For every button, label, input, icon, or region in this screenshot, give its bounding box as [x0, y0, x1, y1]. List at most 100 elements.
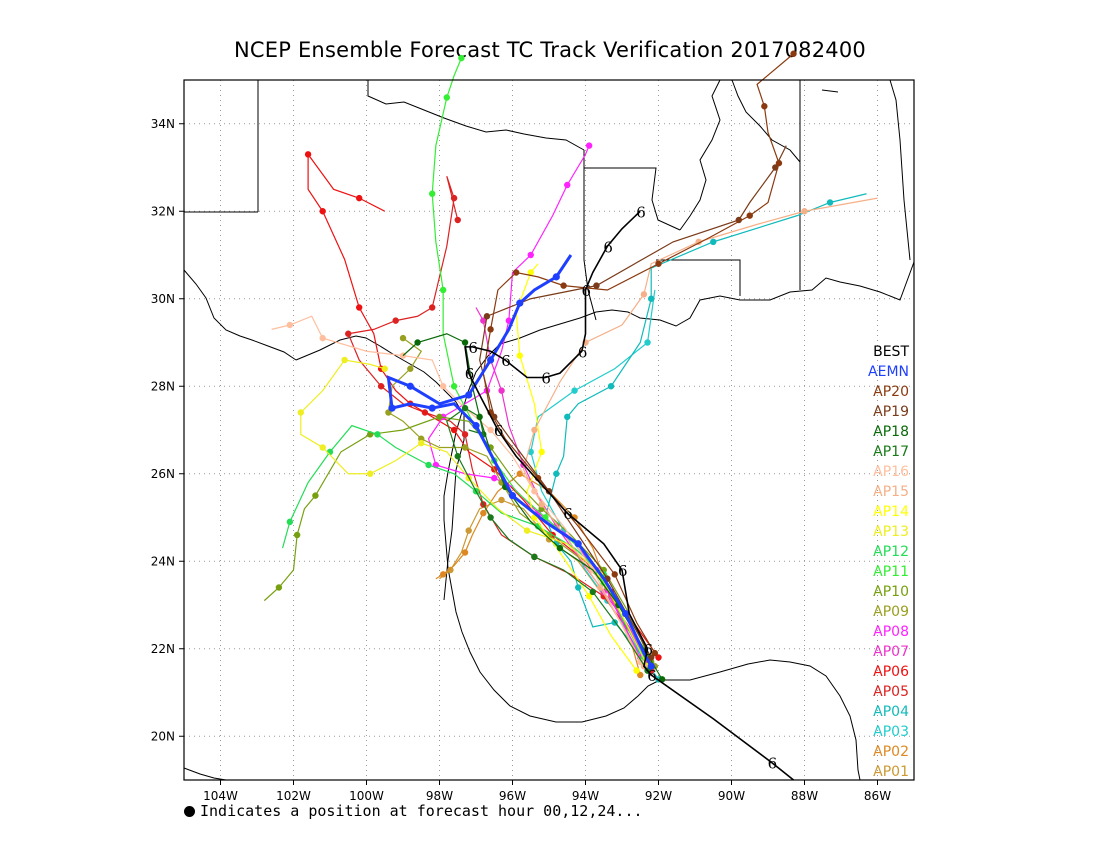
- forecast-point: [826, 199, 834, 206]
- forecast-point: [454, 453, 461, 460]
- hurricane-symbol-icon: 6: [768, 755, 778, 773]
- legend-entry-ap05: AP05: [873, 684, 909, 700]
- forecast-point: [312, 492, 319, 499]
- forecast-point: [775, 159, 783, 167]
- forecast-point: [553, 470, 560, 477]
- forecast-point: [461, 444, 469, 451]
- forecast-point: [450, 383, 458, 390]
- track-line: [464, 210, 795, 781]
- hurricane-symbol-icon: 6: [647, 667, 657, 685]
- track-ap04[interactable]: [544, 193, 867, 683]
- forecast-point: [531, 553, 538, 561]
- forecast-point: [458, 54, 465, 62]
- legend-entry-ap14: AP14: [873, 504, 909, 520]
- legend-entry-ap20: AP20: [873, 384, 909, 400]
- forecast-point: [425, 461, 432, 469]
- track-ap19[interactable]: [479, 145, 787, 661]
- forecast-point: [571, 387, 578, 394]
- forecast-point: [648, 295, 655, 302]
- border-la-south: [656, 259, 741, 296]
- hurricane-symbol-icon: 6: [468, 339, 478, 357]
- forecast-point: [392, 317, 399, 324]
- forecast-point: [436, 413, 443, 421]
- lake-shore: [821, 89, 839, 93]
- forecast-point: [286, 321, 294, 329]
- forecast-point: [439, 571, 447, 578]
- map-frame: [183, 79, 915, 781]
- forecast-point: [710, 238, 717, 246]
- forecast-point: [319, 208, 326, 215]
- forecast-point: [429, 304, 436, 311]
- forecast-point: [461, 549, 469, 556]
- forecast-point: [512, 269, 520, 276]
- border-la-ms: [679, 79, 721, 231]
- forecast-point: [418, 439, 425, 447]
- forecast-point: [637, 671, 644, 679]
- coastline-yucatan: [660, 659, 861, 781]
- forecast-point: [480, 509, 487, 517]
- forecast-point: [487, 426, 494, 434]
- y-tick-label: 22N: [151, 642, 175, 656]
- legend-entry-ap15: AP15: [873, 484, 909, 500]
- forecast-point: [637, 658, 644, 666]
- forecast-point: [487, 356, 495, 364]
- legend-entry-ap11: AP11: [873, 564, 909, 580]
- forecast-point: [498, 387, 505, 394]
- forecast-point: [450, 426, 458, 434]
- forecast-point: [465, 391, 473, 399]
- track-aemn[interactable]: [386, 254, 655, 670]
- x-tick-label: 102W: [276, 789, 311, 803]
- forecast-point: [508, 492, 517, 500]
- track-ap10[interactable]: [263, 413, 655, 666]
- hurricane-symbol-icon: 6: [494, 422, 504, 440]
- forecast-point: [647, 662, 655, 670]
- border-oklahoma: [367, 80, 585, 151]
- footnote: Indicates a position at forecast hour 00…: [184, 802, 643, 820]
- legend-entry-ap10: AP10: [873, 584, 909, 600]
- forecast-point: [552, 273, 560, 281]
- forecast-point: [293, 531, 301, 539]
- forecast-point: [735, 216, 742, 224]
- footnote-text: Indicates a position at forecast hour 00…: [200, 802, 643, 820]
- track-ap15[interactable]: [522, 197, 878, 670]
- forecast-point: [491, 474, 498, 482]
- track-ap03[interactable]: [527, 289, 656, 674]
- forecast-point: [527, 251, 534, 259]
- border-us-mexico: [295, 335, 463, 413]
- axes: 104W 102W 100W 98W 96W 94W 92W 90W 88W 86W 20N 22N 2…: [151, 79, 915, 803]
- forecast-point: [454, 216, 461, 224]
- legend-entry-ap02: AP02: [873, 744, 909, 760]
- coastline-south: [183, 767, 227, 781]
- forecast-point: [527, 269, 534, 276]
- coastline-pacific: [183, 269, 297, 361]
- x-tick-label: 96W: [499, 789, 526, 803]
- forecast-point: [648, 654, 655, 661]
- coastline-borders: [183, 79, 915, 781]
- forecast-position-dot-icon: [184, 806, 195, 817]
- track-line: [386, 254, 653, 667]
- forecast-point: [443, 94, 450, 101]
- track-line: [544, 193, 867, 680]
- x-tick-label: 104W: [203, 789, 238, 803]
- forecast-point: [564, 181, 571, 189]
- legend-entry-ap19: AP19: [873, 404, 909, 420]
- forecast-point: [461, 339, 469, 346]
- forecast-point: [388, 404, 396, 412]
- track-ap20[interactable]: [482, 50, 797, 657]
- y-tick-label: 34N: [151, 117, 175, 131]
- forecast-tracks: 6 6 6 6 6 6 6 6 6 6 6 6 6 6: [263, 50, 878, 781]
- y-tick-label: 20N: [151, 729, 175, 743]
- forecast-point: [655, 260, 662, 267]
- hurricane-symbol-icon: 6: [644, 641, 654, 659]
- forecast-point: [304, 151, 312, 158]
- track-best[interactable]: 6 6 6 6 6 6 6 6 6 6 6 6 6 6: [464, 203, 795, 781]
- legend-entry-aemn: AEMN: [868, 364, 909, 380]
- forecast-point: [516, 470, 523, 477]
- y-tick-label: 24N: [151, 554, 175, 568]
- legend-entry-ap09: AP09: [873, 604, 909, 620]
- forecast-point: [356, 304, 363, 311]
- forecast-point: [439, 286, 447, 294]
- hurricane-symbol-icon: 6: [618, 562, 628, 580]
- track-ap13[interactable]: [297, 356, 651, 670]
